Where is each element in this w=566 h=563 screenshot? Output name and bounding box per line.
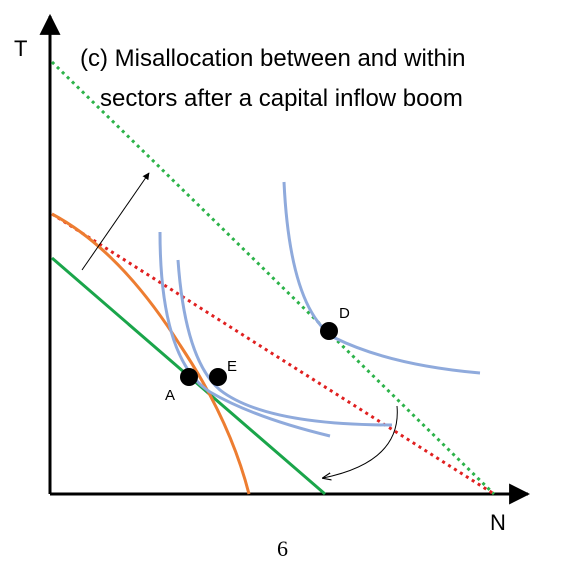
shift-arrow [81,172,150,271]
y-axis-label: T [14,36,27,61]
indifference-curve-e [176,259,393,427]
green-dotted-budget-line [50,60,496,496]
title-line-2: sectors after a capital inflow boom [100,85,463,112]
red-dotted-budget-line [51,212,495,496]
x-axis-label: N [490,510,506,535]
indifference-curve-a [158,231,331,438]
point-e-marker [209,368,227,386]
point-a-marker [180,368,198,386]
point-d-marker [320,322,338,340]
orange-ppf-curve [51,212,251,495]
point-e-label: E [227,358,237,375]
page-number: 6 [277,536,288,561]
indifference-curve-d [282,181,481,375]
curved-arrow [323,405,398,478]
point-d-label: D [339,305,350,322]
title-line-1: (c) Misallocation between and within [80,45,466,72]
point-a-label: A [165,387,175,404]
